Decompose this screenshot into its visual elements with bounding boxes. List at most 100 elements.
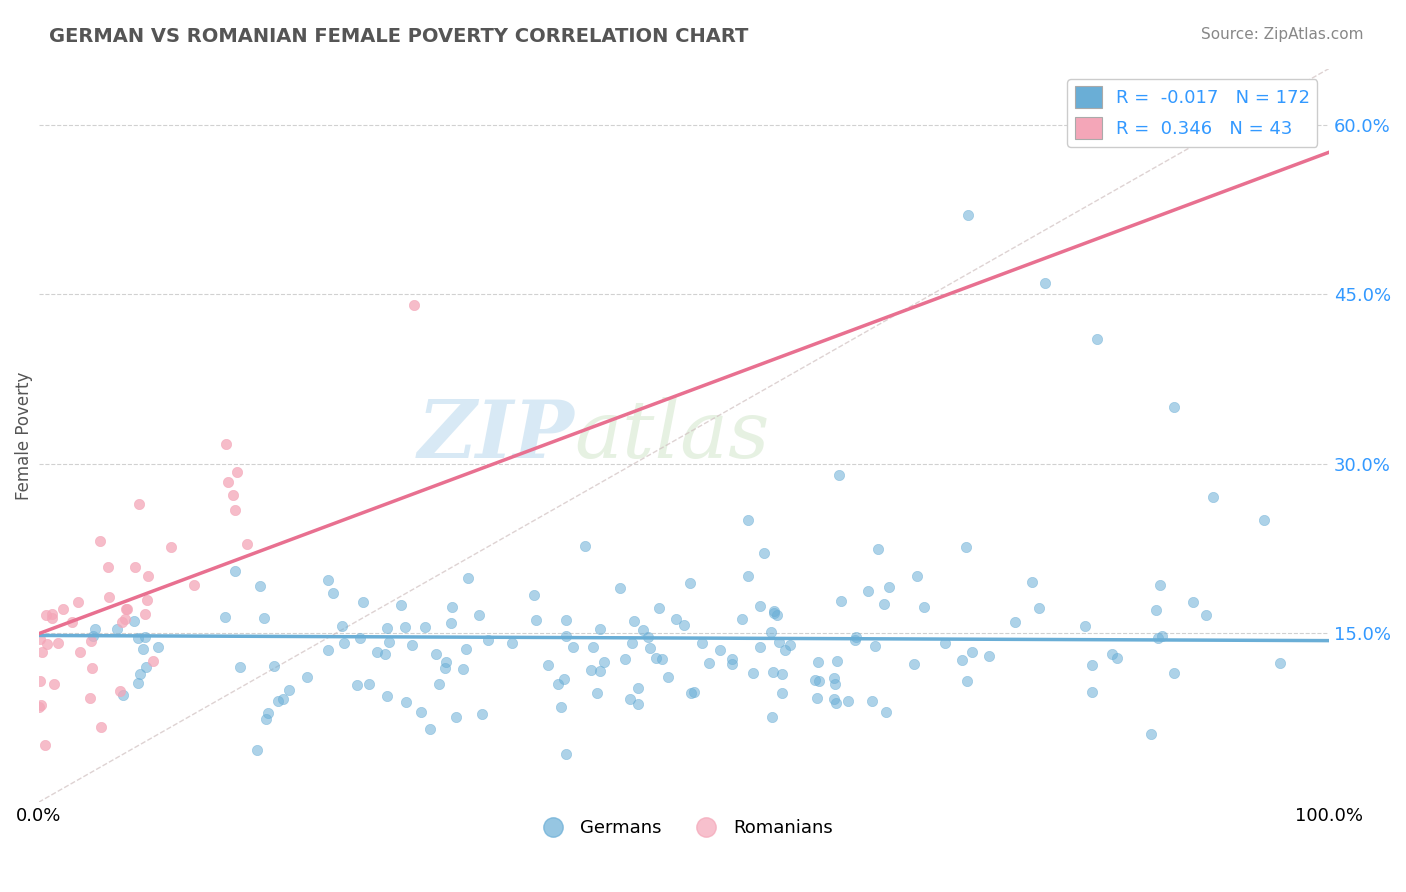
Point xyxy=(762,665,785,679)
Point xyxy=(316,643,339,657)
Point xyxy=(555,747,578,762)
Point xyxy=(114,612,136,626)
Point xyxy=(824,676,846,690)
Point xyxy=(401,638,423,652)
Point xyxy=(122,614,145,628)
Point xyxy=(79,690,101,705)
Point xyxy=(644,651,666,665)
Point xyxy=(737,513,759,527)
Point xyxy=(807,673,830,688)
Point xyxy=(135,659,157,673)
Point xyxy=(960,645,983,659)
Point xyxy=(468,607,491,622)
Point xyxy=(433,661,456,675)
Point xyxy=(127,676,149,690)
Point xyxy=(550,700,572,714)
Point xyxy=(453,661,475,675)
Point xyxy=(709,643,731,657)
Point xyxy=(807,655,830,669)
Point xyxy=(427,676,450,690)
Point xyxy=(501,636,523,650)
Point xyxy=(69,645,91,659)
Point xyxy=(1033,276,1056,290)
Point xyxy=(111,689,134,703)
Point xyxy=(27,699,49,714)
Point xyxy=(374,647,396,661)
Point xyxy=(333,636,356,650)
Point xyxy=(779,638,801,652)
Point xyxy=(619,692,641,706)
Point xyxy=(873,598,896,612)
Point xyxy=(82,629,104,643)
Point xyxy=(761,709,783,723)
Point xyxy=(425,647,447,661)
Point xyxy=(579,663,602,677)
Point xyxy=(627,697,650,711)
Point xyxy=(89,533,111,548)
Point xyxy=(30,632,52,646)
Point xyxy=(67,595,90,609)
Point xyxy=(903,657,925,671)
Point xyxy=(547,677,569,691)
Point xyxy=(249,579,271,593)
Point xyxy=(224,503,246,517)
Point xyxy=(394,620,416,634)
Point xyxy=(217,475,239,489)
Point xyxy=(1163,665,1185,680)
Point xyxy=(768,635,790,649)
Point xyxy=(586,685,609,699)
Point xyxy=(844,632,866,647)
Point xyxy=(977,648,1000,663)
Point xyxy=(679,576,702,591)
Point xyxy=(665,612,688,626)
Point xyxy=(770,686,793,700)
Point xyxy=(457,571,479,585)
Point xyxy=(115,601,138,615)
Text: GERMAN VS ROMANIAN FEMALE POVERTY CORRELATION CHART: GERMAN VS ROMANIAN FEMALE POVERTY CORREL… xyxy=(49,27,748,45)
Point xyxy=(721,657,744,671)
Point xyxy=(477,632,499,647)
Point xyxy=(446,710,468,724)
Point xyxy=(254,712,277,726)
Point xyxy=(214,610,236,624)
Point xyxy=(46,636,69,650)
Point xyxy=(553,672,575,686)
Point xyxy=(253,610,276,624)
Point xyxy=(657,670,679,684)
Point xyxy=(837,694,859,708)
Point xyxy=(215,437,238,451)
Point xyxy=(956,208,979,222)
Point xyxy=(246,743,269,757)
Point xyxy=(402,298,425,312)
Point xyxy=(912,599,935,614)
Legend: Germans, Romanians: Germans, Romanians xyxy=(527,812,841,845)
Point xyxy=(228,660,250,674)
Point xyxy=(827,654,849,668)
Point xyxy=(766,608,789,623)
Point xyxy=(804,673,827,687)
Point xyxy=(749,599,772,614)
Point xyxy=(278,682,301,697)
Point xyxy=(257,706,280,721)
Point xyxy=(60,615,83,630)
Point xyxy=(124,560,146,574)
Point xyxy=(34,738,56,752)
Point xyxy=(830,593,852,607)
Point xyxy=(434,655,457,669)
Point xyxy=(90,720,112,734)
Point xyxy=(1147,632,1170,646)
Point xyxy=(1021,574,1043,589)
Point xyxy=(574,540,596,554)
Point xyxy=(752,546,775,560)
Point xyxy=(823,692,845,706)
Point xyxy=(440,616,463,631)
Point xyxy=(28,674,51,689)
Point xyxy=(375,689,398,703)
Point xyxy=(235,537,257,551)
Point xyxy=(129,666,152,681)
Point xyxy=(806,690,828,705)
Point xyxy=(357,677,380,691)
Point xyxy=(856,583,879,598)
Point xyxy=(330,619,353,633)
Point xyxy=(823,671,845,685)
